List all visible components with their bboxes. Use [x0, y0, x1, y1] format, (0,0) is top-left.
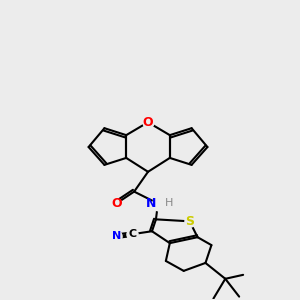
Text: O: O — [111, 197, 122, 210]
Text: N: N — [146, 197, 156, 210]
Text: S: S — [185, 215, 194, 228]
Text: O: O — [143, 116, 153, 129]
Text: C: C — [128, 229, 136, 239]
Text: H: H — [165, 199, 173, 208]
Text: N: N — [112, 231, 121, 241]
